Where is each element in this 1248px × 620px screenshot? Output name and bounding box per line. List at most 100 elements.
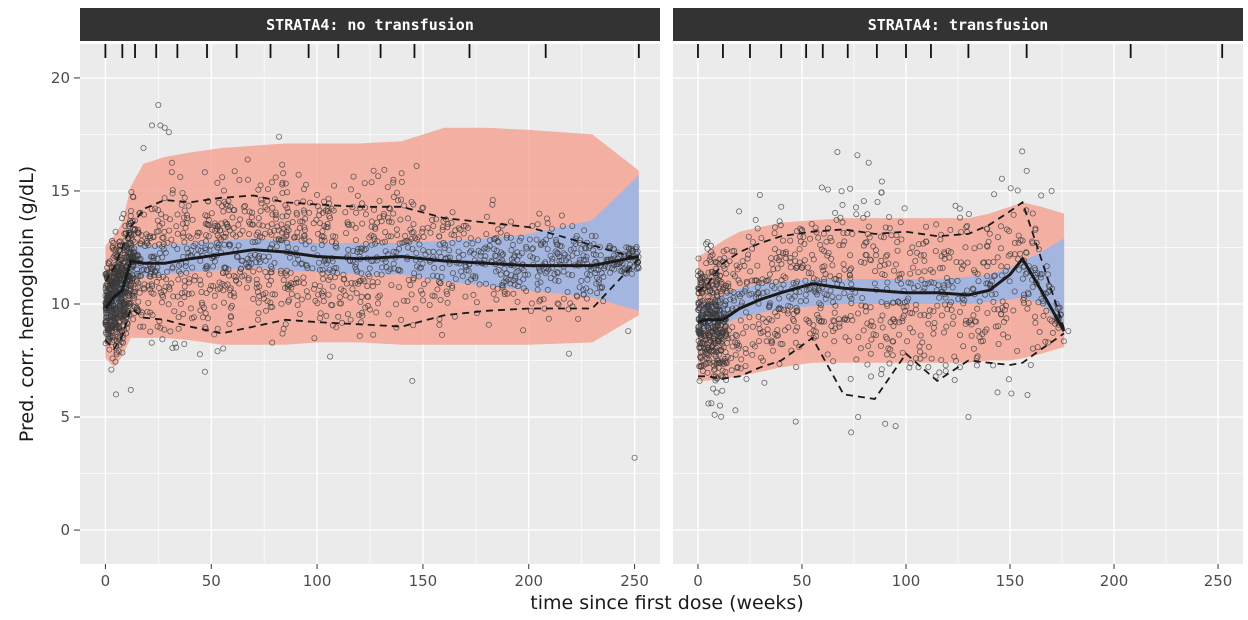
data-point: [354, 248, 361, 255]
data-point: [900, 312, 907, 319]
data-point: [168, 236, 175, 243]
data-point: [1011, 239, 1018, 246]
data-point: [285, 297, 292, 304]
data-point: [385, 233, 392, 240]
data-point: [705, 327, 712, 334]
data-point: [592, 270, 599, 277]
data-point: [503, 278, 510, 285]
data-point: [497, 229, 504, 236]
data-point: [800, 233, 807, 240]
data-point: [742, 345, 749, 352]
data-point: [702, 333, 709, 340]
data-point: [848, 265, 855, 272]
data-point: [1040, 312, 1047, 319]
data-point: [930, 308, 937, 315]
data-point: [310, 285, 317, 292]
data-point: [233, 277, 240, 284]
data-point: [306, 238, 313, 245]
data-point: [174, 245, 181, 252]
data-point: [575, 315, 582, 322]
data-point: [419, 290, 426, 297]
data-point: [704, 294, 711, 301]
data-point: [792, 251, 799, 258]
data-point: [268, 266, 275, 273]
data-point: [906, 325, 913, 332]
data-point: [291, 233, 298, 240]
data-point: [286, 254, 293, 261]
data-point: [548, 225, 555, 232]
data-point: [581, 227, 588, 234]
data-point: [914, 283, 921, 290]
data-point: [544, 246, 551, 253]
data-point: [135, 280, 142, 287]
data-point: [816, 300, 823, 307]
data-point: [412, 305, 419, 312]
data-point: [514, 298, 521, 305]
data-point: [127, 386, 134, 393]
data-point: [324, 220, 331, 227]
data-point: [830, 328, 837, 335]
data-point: [511, 281, 518, 288]
data-point: [787, 254, 794, 261]
data-point: [475, 237, 482, 244]
data-point: [855, 310, 862, 317]
data-point: [409, 377, 416, 384]
data-point: [354, 245, 361, 252]
data-point: [931, 280, 938, 287]
data-point: [185, 233, 192, 240]
data-point: [1023, 249, 1030, 256]
data-point: [452, 275, 459, 282]
data-point: [1008, 390, 1015, 397]
data-point: [956, 205, 963, 212]
data-point: [173, 344, 180, 351]
data-point: [393, 226, 400, 233]
data-point: [847, 252, 854, 259]
data-point: [998, 272, 1005, 279]
data-point: [589, 232, 596, 239]
data-point: [858, 258, 865, 265]
data-point: [424, 224, 431, 231]
data-point: [1029, 210, 1036, 217]
observed-median-line: [697, 256, 1066, 332]
data-point: [611, 266, 618, 273]
data-point: [541, 240, 548, 247]
data-point: [436, 233, 443, 240]
data-point: [867, 304, 874, 311]
data-point: [390, 210, 397, 217]
data-point: [491, 235, 498, 242]
data-point: [494, 285, 501, 292]
data-point: [244, 176, 251, 183]
data-point: [964, 287, 971, 294]
data-point: [889, 352, 896, 359]
data-point: [923, 238, 930, 245]
data-point: [697, 349, 704, 356]
data-point: [967, 317, 974, 324]
data-point: [578, 277, 585, 284]
data-point: [148, 289, 155, 296]
data-point: [140, 144, 147, 151]
data-point: [732, 351, 739, 358]
data-point: [284, 189, 291, 196]
data-point: [299, 218, 306, 225]
observed-p05-line: [698, 332, 1065, 400]
data-point: [968, 332, 975, 339]
data-point: [188, 290, 195, 297]
data-point: [762, 277, 769, 284]
data-point: [695, 330, 702, 337]
data-point: [757, 329, 764, 336]
data-point: [385, 218, 392, 225]
data-point: [586, 271, 593, 278]
data-point: [696, 326, 703, 333]
data-point: [121, 310, 128, 317]
data-point: [220, 208, 227, 215]
data-point: [582, 244, 589, 251]
data-point: [593, 280, 600, 287]
data-point: [1017, 250, 1024, 257]
data-point: [705, 300, 712, 307]
data-point: [420, 281, 427, 288]
data-point: [836, 320, 843, 327]
data-point: [296, 310, 303, 317]
data-point: [1006, 227, 1013, 234]
data-point: [342, 209, 349, 216]
data-point: [385, 311, 392, 318]
